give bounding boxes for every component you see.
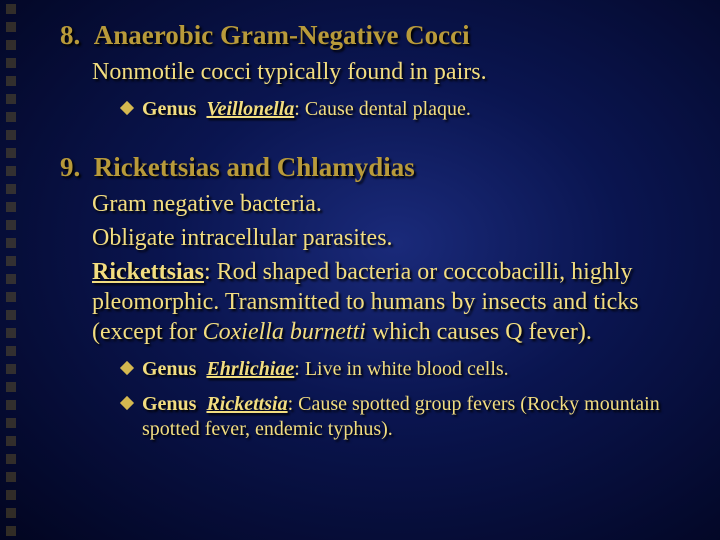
body3-rest-b: which causes Q fever). [366, 319, 592, 345]
section-9-sub1: Genus Ehrlichiae: Live in white blood ce… [122, 357, 690, 382]
section-8-sub1-text: Genus Veillonella: Cause dental plaque. [142, 97, 471, 122]
slide-content: 8. Anaerobic Gram-Negative Cocci Nonmoti… [60, 20, 690, 448]
genus-rest: : Cause dental plaque. [294, 98, 471, 120]
section-9-body1: Gram negative bacteria. [92, 189, 690, 219]
section-9-title: Rickettsias and Chlamydias [94, 152, 415, 182]
section-8-sub1: Genus Veillonella: Cause dental plaque. [122, 97, 690, 122]
section-8-title: Anaerobic Gram-Negative Cocci [94, 20, 470, 50]
section-9-body2: Obligate intracellular parasites. [92, 223, 690, 253]
genus-label: Genus [142, 393, 196, 415]
decorative-sidebar [0, 0, 22, 540]
genus-name: Veillonella [206, 98, 294, 120]
genus-name: Rickettsia [206, 393, 287, 415]
genus-label: Genus [142, 98, 196, 120]
section-9-body3: Rickettsias: Rod shaped bacteria or cocc… [92, 257, 690, 347]
section-9-sub2-text: Genus Rickettsia: Cause spotted group fe… [142, 392, 690, 442]
section-9-sub2: Genus Rickettsia: Cause spotted group fe… [122, 392, 690, 442]
genus-label: Genus [142, 358, 196, 380]
rickettsias-label: Rickettsias [92, 259, 204, 285]
diamond-bullet-icon [120, 396, 134, 410]
diamond-bullet-icon [120, 361, 134, 375]
section-8-heading: 8. Anaerobic Gram-Negative Cocci [60, 20, 690, 51]
genus-rest: : Live in white blood cells. [294, 358, 508, 380]
coxiella-ital: Coxiella burnetti [203, 319, 366, 345]
genus-name: Ehrlichiae [206, 358, 294, 380]
section-9-sub1-text: Genus Ehrlichiae: Live in white blood ce… [142, 357, 509, 382]
section-8-number: 8. [60, 20, 80, 50]
section-9-number: 9. [60, 152, 80, 182]
diamond-bullet-icon [120, 101, 134, 115]
section-9-heading: 9. Rickettsias and Chlamydias [60, 152, 690, 183]
section-8-body1: Nonmotile cocci typically found in pairs… [92, 57, 690, 87]
